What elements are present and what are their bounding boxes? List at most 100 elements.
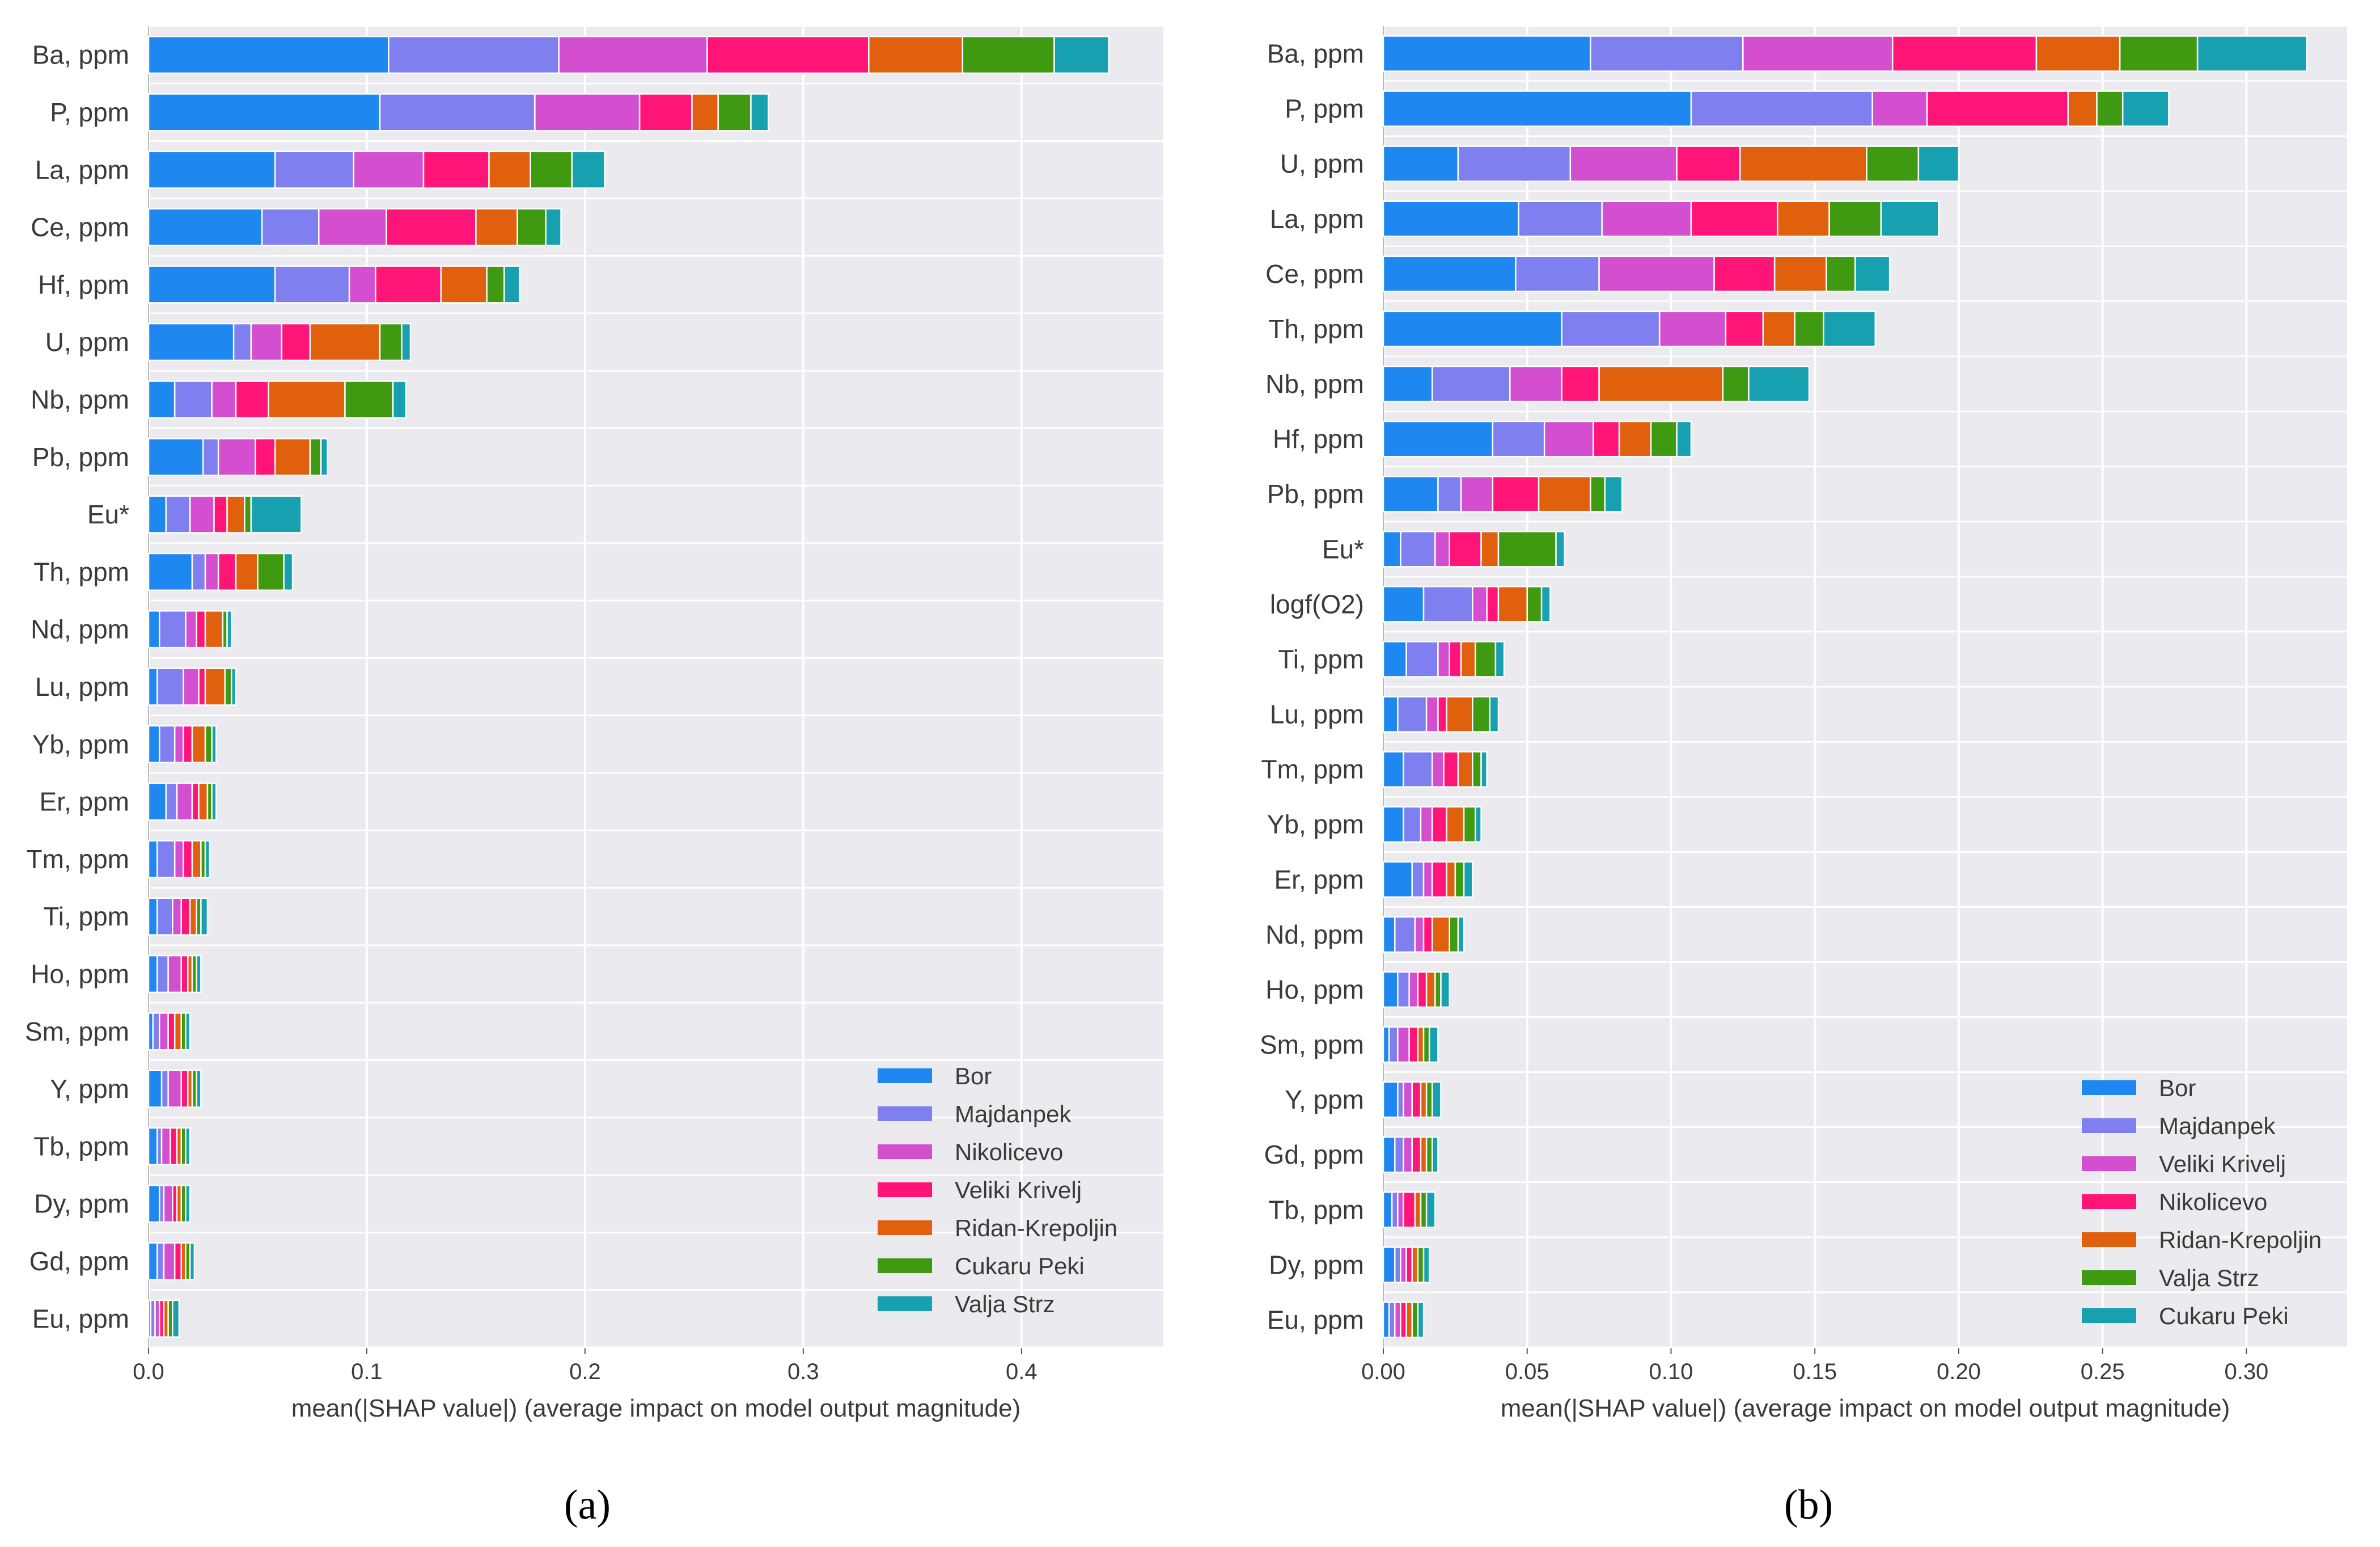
bar-segment (1411, 1246, 1419, 1283)
bar-segment (204, 725, 213, 763)
bar-segment (1543, 420, 1594, 458)
bar-segment (1417, 1301, 1425, 1338)
legend-swatch (2082, 1308, 2136, 1323)
legend-label: Nikolicevo (955, 1139, 1063, 1165)
bar-segment (1405, 1301, 1413, 1338)
bar-segment (1443, 751, 1459, 788)
bar-segment (1420, 1081, 1428, 1118)
x-tick-label: 0.3 (787, 1359, 819, 1384)
bar-segment (1472, 751, 1482, 788)
bar-segment (255, 438, 276, 476)
x-tick-label: 0.25 (2081, 1359, 2125, 1384)
bar-segment (235, 380, 269, 419)
bar-segment (1408, 1026, 1419, 1063)
panel-b-chart: 0.00 0.05 0.10 0.15 0.20 0.25 0.30 Ba, ppm P, pp… (1260, 25, 2347, 1422)
bar-segment (1382, 696, 1399, 733)
bar-segment (185, 1127, 191, 1166)
bar-segment (160, 1127, 171, 1166)
bar-segment (147, 35, 389, 74)
bar-segment (274, 438, 311, 476)
bar-segment (1794, 310, 1824, 348)
bar-segment (2096, 90, 2124, 127)
bar-segment (1432, 806, 1447, 843)
bar-segment (147, 552, 193, 591)
y-tick-label: Ba, ppm (1267, 39, 1364, 69)
bar-segment (1713, 255, 1776, 293)
bar-segment (244, 495, 252, 534)
bar-segment (1739, 145, 1867, 183)
x-tick-label: 0.4 (1006, 1359, 1037, 1384)
bar-segment (283, 552, 294, 591)
bar-segment (1497, 586, 1528, 623)
y-tick-label: Ba, ppm (32, 40, 129, 70)
bar-segment (530, 150, 573, 189)
y-tick-label: Dy, ppm (34, 1189, 129, 1219)
bar-segment (147, 897, 158, 936)
bar-segment (189, 897, 197, 936)
bar-segment (516, 208, 547, 247)
y-tick-label: Eu, ppm (32, 1304, 129, 1333)
bar-segment (204, 667, 226, 706)
legend-label: Cukaru Peki (955, 1253, 1085, 1279)
bar-segment (1472, 586, 1488, 623)
x-tick-label: 0.2 (569, 1359, 601, 1384)
bar-segment (1417, 1246, 1425, 1283)
bar-segment (1382, 310, 1562, 348)
bar-segment (375, 265, 442, 304)
bar-segment (1408, 971, 1419, 1008)
bar-segment (1391, 1191, 1399, 1228)
bar-segment (1446, 806, 1465, 843)
bar-segment (1854, 255, 1891, 293)
bar-segment (213, 495, 228, 534)
bar-segment (1400, 1246, 1407, 1283)
bar-segment (1053, 35, 1110, 74)
bar-segment (1397, 971, 1410, 1008)
bar-segment (1748, 365, 1810, 403)
bar-segment (226, 495, 245, 534)
bar-segment (1405, 1246, 1413, 1283)
y-tick-label: Tb, ppm (33, 1131, 129, 1161)
bar-segment (1432, 1081, 1442, 1118)
plot-background (149, 26, 1163, 1347)
bar-segment (1382, 1081, 1399, 1118)
bar-segment (198, 782, 209, 821)
bar-segment (1422, 916, 1433, 953)
bar-segment (962, 35, 1055, 74)
bar-segment (158, 1012, 169, 1051)
y-tick-label: Nb, ppm (1265, 369, 1364, 399)
bar-segment (191, 725, 206, 763)
bar-segment (1601, 200, 1692, 238)
bar-segment (152, 1012, 160, 1051)
legend-label: Bor (2159, 1075, 2196, 1101)
bar-segment (202, 438, 219, 476)
bar-segment (1394, 1301, 1401, 1338)
bar-segment (1420, 1136, 1428, 1173)
legend-swatch (878, 1182, 932, 1197)
bar-segment (1891, 35, 2038, 72)
bar-segment (196, 610, 206, 649)
bar-segment (1561, 365, 1600, 403)
bar-segment (1826, 255, 1856, 293)
bar-segment (1526, 586, 1543, 623)
bar-segment (147, 1127, 158, 1166)
y-tick-label: Er, ppm (1274, 865, 1364, 894)
bar-segment (200, 897, 209, 936)
bar-segment (1446, 696, 1473, 733)
bar-segment (2196, 35, 2308, 72)
bar-segment (1420, 1191, 1428, 1228)
y-tick-label: P, ppm (50, 98, 129, 127)
bar-segment (1489, 696, 1500, 733)
bar-segment (147, 840, 158, 878)
bar-segment (232, 323, 252, 361)
bar-segment (1403, 806, 1422, 843)
bar-segment (165, 782, 178, 821)
bar-segment (173, 1242, 182, 1280)
y-tick-label: Y, ppm (1285, 1085, 1364, 1114)
x-tick-label: 0.0 (133, 1359, 164, 1384)
bar-segment (1414, 916, 1425, 953)
bar-segment (185, 1185, 191, 1223)
bar-segment (2035, 35, 2121, 72)
x-tick-label: 0.05 (1505, 1359, 1549, 1384)
bar-segment (1722, 365, 1750, 403)
bar-segment (1463, 861, 1473, 898)
